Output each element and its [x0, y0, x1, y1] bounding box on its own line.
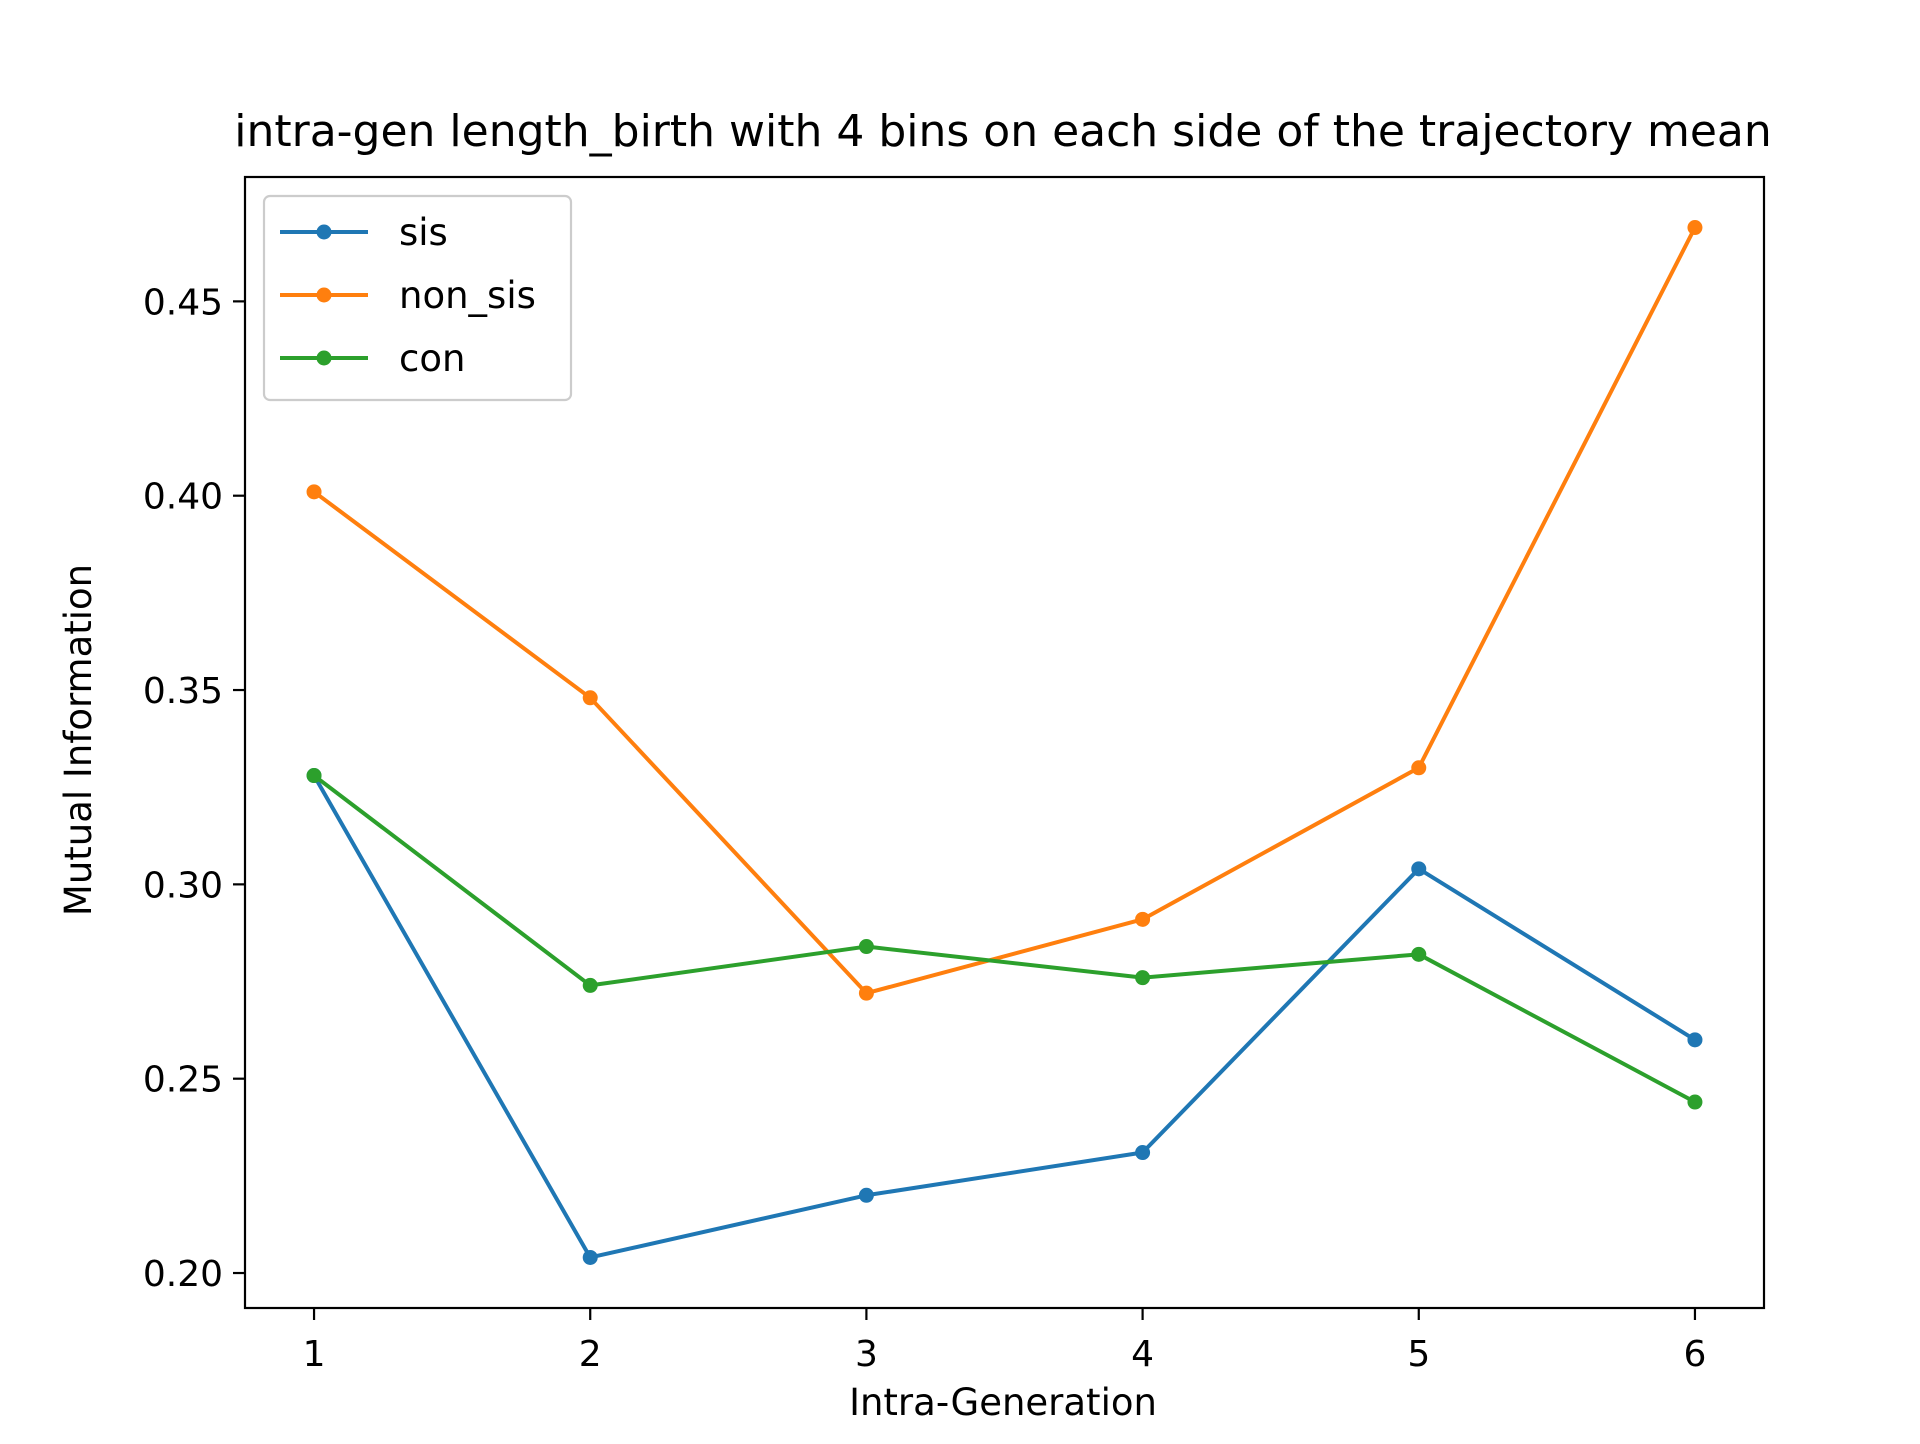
x-axis-label: Intra-Generation [849, 1381, 1157, 1424]
legend-label-non_sis: non_sis [399, 274, 536, 317]
data-point-con [306, 768, 322, 784]
data-point-sis [858, 1187, 874, 1203]
series-line-sis [312, 774, 1697, 1260]
data-point-sis [1687, 1032, 1703, 1048]
data-point-con [1687, 1094, 1703, 1110]
legend-marker-con [316, 350, 332, 366]
x-tick-label: 6 [1684, 1334, 1707, 1375]
series-line-non_sis [312, 226, 1697, 996]
axes-frame [243, 175, 1766, 1310]
data-point-non_sis [582, 690, 598, 706]
y-tick-label: 0.30 [143, 865, 223, 906]
data-point-con [1135, 970, 1151, 986]
data-point-con [1411, 946, 1427, 962]
data-point-non_sis [858, 985, 874, 1001]
data-point-non_sis [1687, 220, 1703, 236]
x-tick-label: 5 [1407, 1334, 1430, 1375]
plot-area: 0.20 0.25 0.30 0.35 0.40 0.45 1 2 3 4 5 6 sis non_sis… [143, 175, 1766, 1375]
legend-label-con: con [399, 337, 465, 380]
x-tick-label: 1 [303, 1334, 326, 1375]
data-point-non_sis [306, 484, 322, 500]
data-point-sis [1135, 1145, 1151, 1161]
y-tick-label: 0.45 [143, 282, 223, 323]
data-point-sis [1411, 861, 1427, 877]
series-line-con [312, 773, 1696, 1104]
y-tick-label: 0.35 [143, 671, 223, 712]
legend-marker-non_sis [316, 287, 332, 303]
data-point-con [858, 939, 874, 955]
data-point-non_sis [1135, 911, 1151, 927]
y-axis-label: Mutual Information [57, 564, 100, 916]
x-tick-label: 2 [579, 1334, 602, 1375]
legend-marker-sis [316, 224, 332, 240]
y-tick-label: 0.40 [143, 477, 223, 518]
legend-box [262, 194, 573, 402]
y-tick-label: 0.20 [143, 1254, 223, 1295]
data-point-sis [582, 1249, 598, 1265]
data-point-non_sis [1411, 760, 1427, 776]
x-tick-label: 4 [1131, 1334, 1154, 1375]
legend-label-sis: sis [399, 211, 448, 254]
chart-title: intra-gen length_birth with 4 bins on ea… [234, 106, 1772, 157]
data-point-con [582, 977, 598, 993]
x-tick-label: 3 [855, 1334, 878, 1375]
y-tick-label: 0.25 [143, 1060, 223, 1101]
